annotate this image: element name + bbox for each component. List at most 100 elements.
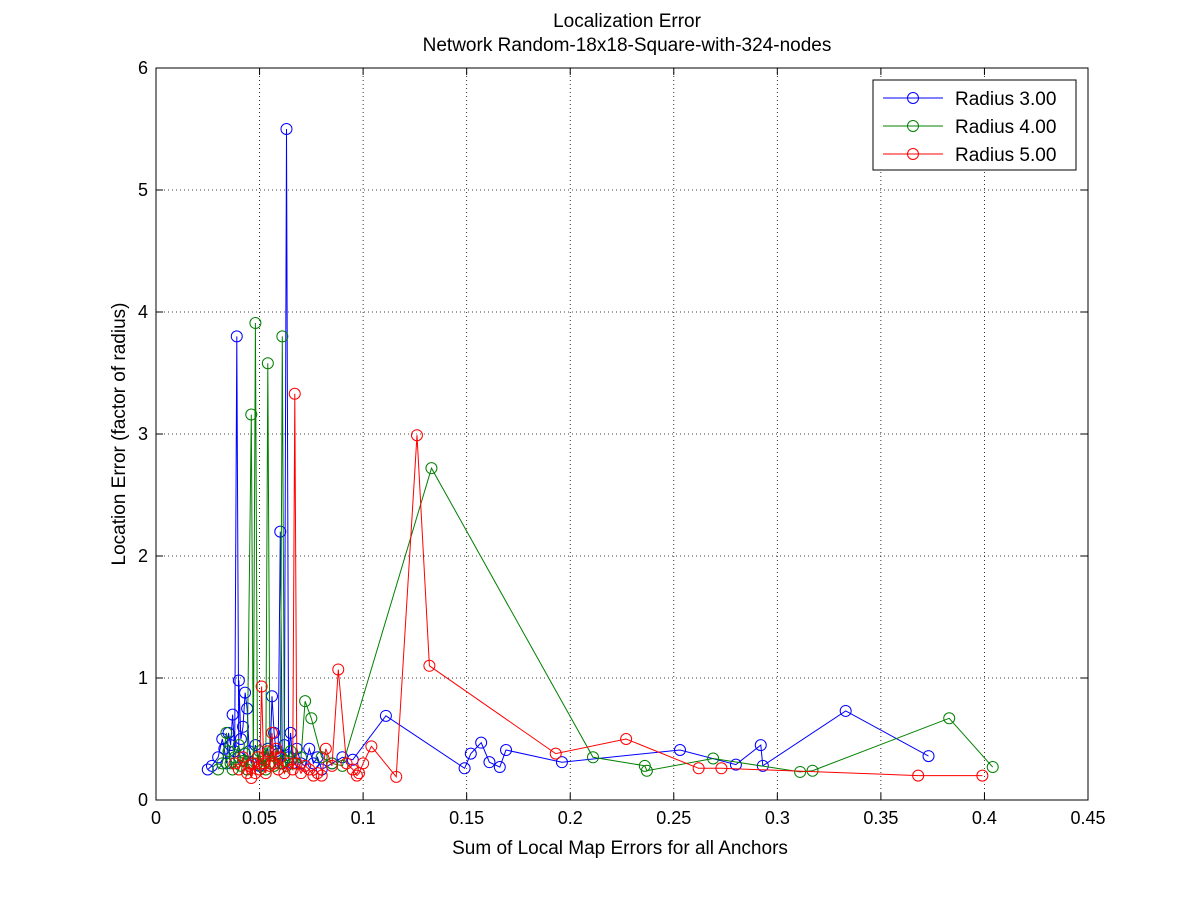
data-point bbox=[986, 761, 999, 774]
data-point bbox=[226, 763, 239, 776]
data-point bbox=[212, 751, 225, 764]
data-point bbox=[922, 750, 935, 763]
data-point bbox=[251, 751, 264, 764]
data-point bbox=[303, 763, 316, 776]
x-tick-label: 0.25 bbox=[656, 808, 691, 828]
data-point bbox=[423, 659, 436, 672]
data-point bbox=[261, 357, 274, 370]
legend-label: Radius 4.00 bbox=[955, 117, 1056, 138]
data-point bbox=[249, 767, 262, 780]
y-tick-label: 5 bbox=[138, 180, 148, 200]
data-point bbox=[715, 762, 728, 775]
data-point bbox=[220, 757, 233, 770]
data-point bbox=[201, 763, 214, 776]
data-point bbox=[839, 704, 852, 717]
data-point bbox=[228, 757, 241, 770]
x-tick-label: 0.05 bbox=[242, 808, 277, 828]
y-tick-label: 1 bbox=[138, 668, 148, 688]
data-point bbox=[326, 759, 339, 772]
data-point bbox=[236, 751, 249, 764]
data-point bbox=[299, 759, 312, 772]
data-point bbox=[276, 330, 289, 343]
data-point bbox=[274, 525, 287, 538]
data-point bbox=[228, 751, 241, 764]
chart-subtitle: Network Random-18x18-Square-with-324-nod… bbox=[423, 35, 832, 56]
x-tick-label: 0.2 bbox=[558, 808, 583, 828]
series-layer bbox=[201, 123, 999, 785]
legend-marker bbox=[907, 148, 919, 160]
data-point bbox=[236, 720, 249, 733]
data-point bbox=[268, 757, 281, 770]
data-point bbox=[216, 733, 229, 745]
data-point bbox=[257, 757, 270, 770]
data-point bbox=[232, 763, 245, 776]
data-point bbox=[239, 686, 252, 699]
data-point bbox=[305, 712, 318, 725]
data-point bbox=[259, 767, 272, 780]
data-point bbox=[311, 751, 324, 764]
legend-box bbox=[872, 79, 1077, 171]
data-point bbox=[587, 751, 600, 764]
y-tick-label: 6 bbox=[138, 58, 148, 78]
data-point bbox=[976, 769, 989, 782]
data-point bbox=[222, 745, 235, 758]
data-point bbox=[245, 408, 258, 421]
data-point bbox=[284, 726, 297, 739]
data-point bbox=[280, 123, 293, 135]
data-point bbox=[357, 757, 370, 770]
data-point bbox=[379, 709, 392, 722]
data-point bbox=[255, 680, 268, 693]
x-tick-label: 0.15 bbox=[449, 808, 484, 828]
data-point bbox=[253, 763, 266, 776]
data-point bbox=[549, 747, 562, 760]
x-tick-label: 0.3 bbox=[765, 808, 790, 828]
data-point bbox=[232, 674, 245, 687]
grid bbox=[156, 68, 1088, 800]
data-point bbox=[390, 770, 403, 783]
data-point bbox=[303, 742, 316, 755]
legend-label: Radius 3.00 bbox=[955, 89, 1056, 110]
data-point bbox=[410, 429, 423, 442]
data-point bbox=[288, 387, 301, 400]
data-point bbox=[340, 757, 353, 770]
data-point bbox=[230, 330, 243, 343]
data-point bbox=[220, 726, 233, 739]
y-tick-label: 2 bbox=[138, 546, 148, 566]
y-tick-label: 4 bbox=[138, 302, 148, 322]
data-point bbox=[346, 753, 359, 766]
legend-label: Radius 5.00 bbox=[955, 145, 1056, 166]
data-point bbox=[274, 751, 287, 764]
data-point bbox=[319, 742, 332, 755]
legend: Radius 3.00 Radius 4.00 Radius 5.00 bbox=[872, 79, 1077, 171]
legend-marker bbox=[907, 92, 919, 104]
data-point bbox=[259, 763, 272, 776]
data-point bbox=[464, 747, 477, 760]
data-point bbox=[332, 663, 345, 676]
x-tick-label: 0.45 bbox=[1070, 808, 1105, 828]
data-point bbox=[247, 757, 260, 770]
data-point bbox=[729, 758, 742, 771]
ticks bbox=[155, 67, 1089, 801]
data-point bbox=[294, 767, 307, 780]
data-point bbox=[673, 743, 686, 756]
data-point bbox=[483, 756, 496, 769]
data-point bbox=[249, 316, 262, 329]
data-point bbox=[640, 764, 653, 777]
data-point bbox=[493, 761, 506, 774]
data-point bbox=[234, 733, 247, 745]
data-point bbox=[265, 726, 278, 739]
data-point bbox=[707, 752, 720, 765]
data-point bbox=[912, 769, 925, 782]
y-tick-labels: 0 1 2 3 4 5 6 bbox=[138, 58, 148, 810]
data-point bbox=[794, 765, 807, 778]
data-point bbox=[216, 757, 229, 770]
data-point bbox=[286, 763, 299, 776]
data-point bbox=[620, 733, 633, 745]
data-point bbox=[299, 695, 312, 708]
data-point bbox=[226, 708, 239, 721]
data-point bbox=[756, 759, 769, 772]
data-point bbox=[272, 763, 285, 776]
y-axis-label: Location Error (factor of radius) bbox=[109, 303, 130, 566]
data-point bbox=[425, 462, 438, 475]
data-point bbox=[249, 739, 262, 752]
